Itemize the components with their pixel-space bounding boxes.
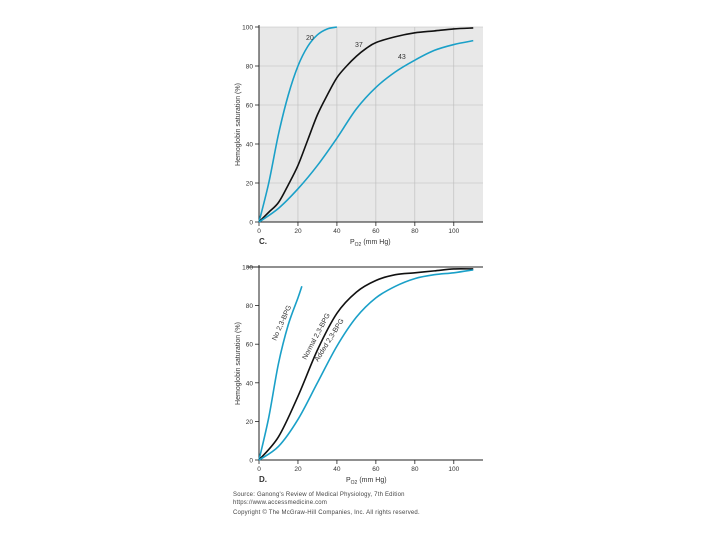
series-label-37: 37 [355, 42, 363, 49]
x-tick-label: 60 [372, 228, 380, 235]
y-tick-label: 20 [246, 181, 254, 188]
source-url[interactable]: https://www.accessmedicine.com [233, 500, 328, 506]
y-axis-label: Hemoglobin saturation (%) [235, 83, 242, 166]
y-axis-label: Hemoglobin saturation (%) [235, 322, 242, 405]
series-line-added-2-3-bpg [258, 269, 474, 461]
y-tick-label: 100 [242, 265, 253, 272]
y-tick-label: 20 [246, 419, 254, 426]
y-tick-label: 60 [246, 342, 254, 349]
y-tick-label: 80 [246, 303, 254, 310]
y-tick-label: 40 [246, 380, 254, 387]
x-axis-label: PO2 (mm Hg) [350, 239, 391, 248]
series-line-37 [258, 27, 474, 223]
y-tick-label: 60 [246, 103, 254, 110]
y-tick-label: 0 [249, 458, 253, 465]
source-line-1: Source: Ganong's Review of Medical Physi… [233, 492, 405, 498]
y-tick-label: 100 [242, 25, 253, 32]
series-label-20: 20 [306, 35, 314, 42]
series-line-normal-2-3-bpg [258, 267, 474, 461]
series-line-no-2-3-bpg [258, 286, 303, 461]
x-tick-label: 0 [257, 466, 261, 473]
x-axis-label: PO2 (mm Hg) [346, 477, 387, 486]
panel-label: D. [259, 475, 267, 484]
copyright-notice: Copyright © The McGraw-Hill Companies, I… [233, 510, 420, 516]
y-tick-label: 0 [249, 220, 253, 227]
x-tick-label: 20 [294, 228, 302, 235]
x-tick-label: 100 [448, 228, 459, 235]
chart-d: 0 20 40 60 80 100 0 20 40 60 80 100 Hemoglobin satur… [235, 265, 483, 486]
y-tick-label: 40 [246, 142, 254, 149]
x-tick-label: 60 [372, 466, 380, 473]
x-tick-label: 40 [333, 228, 341, 235]
series-line-43 [258, 39, 474, 223]
x-tick-label: 100 [448, 466, 459, 473]
panel-label: C. [259, 237, 267, 246]
x-tick-label: 80 [411, 466, 419, 473]
x-tick-label: 80 [411, 228, 419, 235]
x-tick-label: 0 [257, 228, 261, 235]
x-tick-label: 20 [294, 466, 302, 473]
chart-c: 0 20 40 60 80 100 0 20 40 60 80 100 Hemoglobin satur… [235, 25, 483, 248]
series-label-no-2-3-bpg: No 2,3-BPG [271, 304, 293, 341]
plot-background [259, 27, 483, 222]
x-tick-label: 40 [333, 466, 341, 473]
series-line-20 [258, 26, 338, 223]
y-tick-label: 80 [246, 64, 254, 71]
series-label-43: 43 [398, 54, 406, 61]
